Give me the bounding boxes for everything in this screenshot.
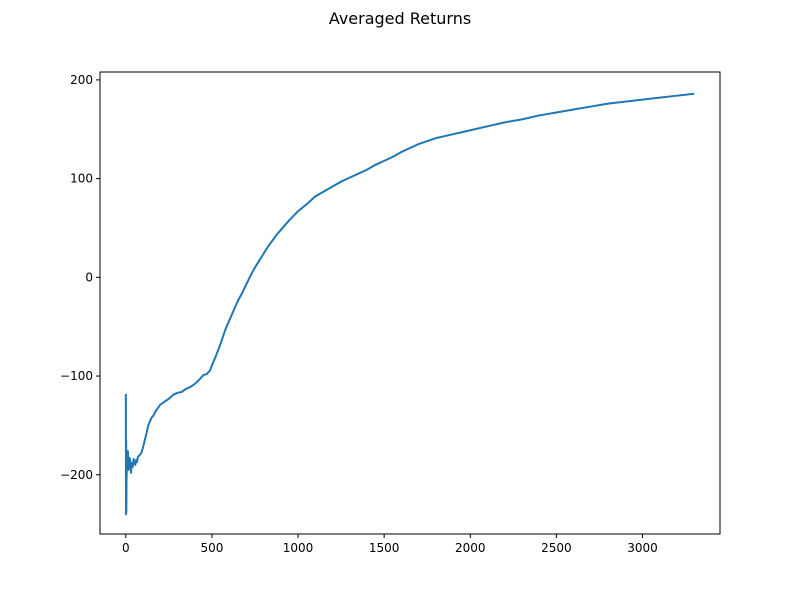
y-tick-label: −200 <box>60 468 93 482</box>
series-line-0 <box>124 92 695 516</box>
y-tick-label: 200 <box>70 73 93 87</box>
y-tick-label: 0 <box>85 270 93 284</box>
y-axis: −200 −100 0 100 200 <box>60 73 100 482</box>
y-tick-label: −100 <box>60 369 93 383</box>
x-tick-label: 2500 <box>541 541 572 555</box>
axes-frame <box>99 71 721 535</box>
x-axis: 0 500 1000 1500 2000 2500 3000 <box>122 534 658 555</box>
y-tick-label: 100 <box>70 172 93 186</box>
x-tick-label: 3000 <box>627 541 658 555</box>
x-tick-label: 2000 <box>455 541 486 555</box>
x-tick-label: 0 <box>122 541 130 555</box>
x-tick-label: 500 <box>200 541 223 555</box>
x-tick-label: 1500 <box>369 541 400 555</box>
chart-title: Averaged Returns <box>328 9 472 28</box>
x-tick-label: 1000 <box>283 541 314 555</box>
